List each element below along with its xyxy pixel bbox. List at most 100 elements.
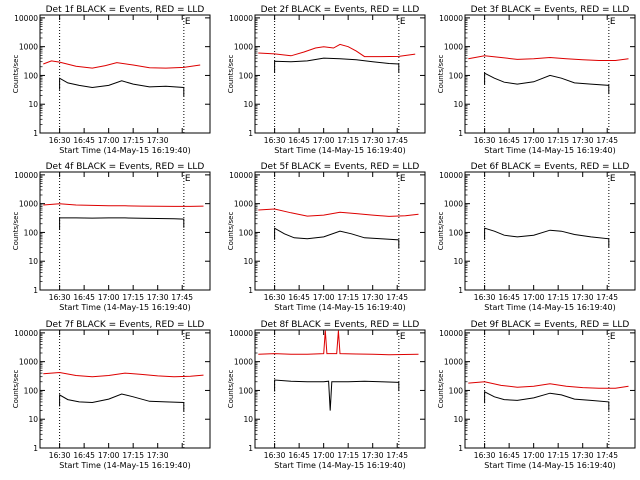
y-tick-label: 1 [458,129,463,138]
y-axis-label: Counts/sec [437,55,445,94]
series-events [59,77,185,97]
x-tick-label: 17:00 [313,293,335,302]
x-tick-label: 17:00 [523,136,545,145]
y-tick-label: 10 [453,257,463,266]
series-lld [43,203,204,207]
plot-frame [464,171,636,291]
panel-title: Det 4f BLACK = Events, RED = LLD [46,162,205,172]
x-tick-label: 17:15 [337,136,359,145]
x-axis-label: Start Time (14-May-15 16:19:40) [274,303,405,312]
x-tick-label: 17:45 [596,451,618,460]
y-tick-label: 100 [239,71,254,80]
series-events [274,379,400,411]
x-tick-label: 16:30 [474,451,496,460]
x-tick-label: 17:15 [122,136,144,145]
plot-frame [254,171,426,291]
y-tick-label: 1 [458,444,463,453]
x-axis-label: Start Time (14-May-15 16:19:40) [484,146,615,155]
y-tick-label: 10000 [439,171,463,180]
y-tick-label: 100 [449,386,464,395]
series-events [484,390,610,411]
y-tick-label: 1000 [19,200,38,209]
y-tick-label: 1000 [444,43,463,52]
x-tick-label: 16:30 [49,136,71,145]
x-tick-label: 16:45 [288,293,310,302]
panel-title: Det 6f BLACK = Events, RED = LLD [471,162,630,172]
x-tick-label: 16:45 [498,136,520,145]
y-tick-label: 10 [28,257,38,266]
panel-title: Det 3f BLACK = Events, RED = LLD [471,5,630,15]
series-events [484,227,610,248]
series-lld [258,330,419,356]
x-tick-label: 17:15 [547,136,569,145]
panel-title: Det 7f BLACK = Events, RED = LLD [46,320,205,330]
y-tick-label: 1 [248,444,253,453]
x-axis-label: Start Time (14-May-15 16:19:40) [484,303,615,312]
y-tick-label: 1 [248,129,253,138]
x-axis-label: Start Time (14-May-15 16:19:40) [484,461,615,470]
x-tick-label: 16:45 [288,136,310,145]
x-tick-label: 16:30 [474,136,496,145]
x-tick-label: 17:45 [596,136,618,145]
x-tick-label: 16:30 [264,451,286,460]
y-axis-label: Counts/sec [227,55,235,94]
y-tick-label: 1000 [19,358,38,367]
y-tick-label: 1000 [444,200,463,209]
series-lld [468,55,629,61]
event-marker-glyph: E [610,332,616,342]
series-lld [258,43,416,58]
panel-title: Det 1f BLACK = Events, RED = LLD [46,5,205,15]
y-tick-label: 10 [243,415,253,424]
x-tick-label: 17:30 [362,136,384,145]
x-tick-label: 17:15 [122,293,144,302]
panel-title: Det 5f BLACK = Events, RED = LLD [261,162,420,172]
series-lld [43,371,204,378]
y-tick-label: 10 [28,415,38,424]
plot-frame [39,329,211,449]
y-tick-label: 1000 [19,43,38,52]
series-lld [43,60,201,69]
y-tick-label: 1000 [234,200,253,209]
y-tick-label: 1000 [234,358,253,367]
panel-7: Det 7f BLACK = Events, RED = LLD 1 10 100 10… [12,320,211,470]
series-events [59,217,185,230]
x-tick-label: 17:00 [313,136,335,145]
panel-8: Det 8f BLACK = Events, RED = LLD 1 10 100 10… [227,320,426,470]
y-tick-label: 1 [33,286,38,295]
y-tick-label: 100 [24,386,39,395]
y-axis-label: Counts/sec [12,370,20,409]
x-tick-label: 16:30 [49,451,71,460]
plot-frame [39,14,211,134]
x-tick-label: 17:45 [386,136,408,145]
y-tick-label: 100 [449,228,464,237]
x-tick-label: 17:15 [337,451,359,460]
x-tick-label: 16:30 [49,293,71,302]
x-tick-label: 16:30 [474,293,496,302]
x-axis-label: Start Time (14-May-15 16:19:40) [59,461,190,470]
event-marker-glyph: E [400,332,406,342]
y-axis-label: Counts/sec [437,212,445,251]
panel-2: Det 2f BLACK = Events, RED = LLD 1 10 100 10… [227,5,426,155]
x-tick-label: 17:30 [147,451,169,460]
y-tick-label: 10000 [439,329,463,338]
x-tick-label: 16:45 [498,451,520,460]
y-axis-label: Counts/sec [12,212,20,251]
y-tick-label: 100 [449,71,464,80]
x-tick-label: 17:30 [572,136,594,145]
x-tick-label: 16:30 [264,293,286,302]
y-tick-label: 10 [243,100,253,109]
y-tick-label: 10000 [439,14,463,23]
plot-frame [39,171,211,291]
event-marker-glyph: E [185,17,191,27]
plot-frame [464,329,636,449]
panel-title: Det 8f BLACK = Events, RED = LLD [261,320,420,330]
panel-1: Det 1f BLACK = Events, RED = LLD 1 10 100 10… [12,5,211,155]
panel-9: Det 9f BLACK = Events, RED = LLD 1 10 100 10… [437,320,636,470]
x-tick-label: 16:45 [498,293,520,302]
x-tick-label: 17:00 [523,451,545,460]
series-lld [258,208,419,217]
event-marker-glyph: E [400,17,406,27]
x-axis-label: Start Time (14-May-15 16:19:40) [274,146,405,155]
x-tick-label: 17:15 [337,293,359,302]
x-tick-label: 17:30 [362,293,384,302]
